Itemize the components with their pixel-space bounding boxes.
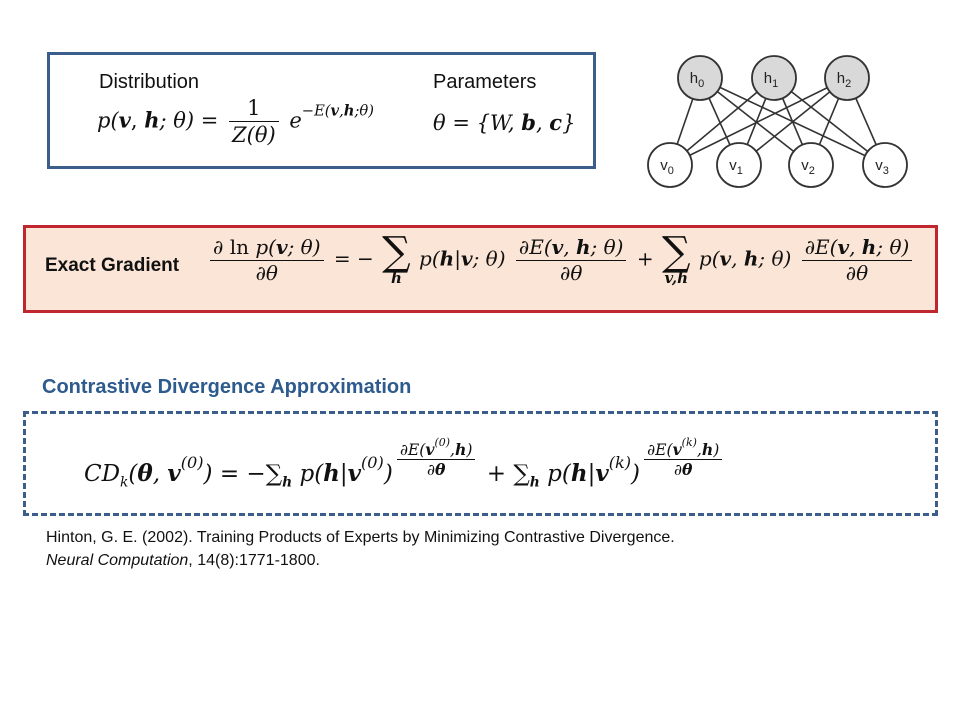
reference-journal: Neural Computation xyxy=(46,552,189,569)
reference-details: , 14(8):1771-1800. xyxy=(188,552,320,569)
reference-line1: Hinton, G. E. (2002). Training Products … xyxy=(46,529,675,546)
rbm-edge xyxy=(669,77,848,166)
distribution-formula: p(v, h; θ) = 1 Z(θ) e−E(v,h;θ) xyxy=(97,95,374,148)
hidden-node-h0-label: h0 xyxy=(690,70,704,90)
rbm-edge xyxy=(738,77,848,166)
parameters-formula: θ = {W, b, c} xyxy=(433,110,576,135)
visible-node-v3: v3 xyxy=(862,142,908,188)
hidden-node-h0: h0 xyxy=(677,55,723,101)
hidden-node-h2: h2 xyxy=(824,55,870,101)
parameters-label: Parameters xyxy=(433,71,537,93)
cd-title: Contrastive Divergence Approximation xyxy=(42,376,412,398)
visible-node-v1-label: v1 xyxy=(729,157,743,177)
hidden-node-h1-label: h1 xyxy=(764,70,778,90)
visible-node-v0: v0 xyxy=(647,142,693,188)
exact-gradient-label: Exact Gradient xyxy=(45,255,180,276)
visible-node-v3-label: v3 xyxy=(875,157,889,177)
visible-node-v0-label: v0 xyxy=(660,157,674,177)
distribution-label: Distribution xyxy=(99,71,200,93)
cd-box: CDk(θ, v(0)) = −∑h p(h|v(0)) ∂E(v(0),h) ∂θ… xyxy=(23,411,938,516)
rbm-edge xyxy=(699,77,812,166)
distribution-frac-den: Z(θ) xyxy=(232,123,276,148)
cd-formula: CDk(θ, v(0)) = −∑h p(h|v(0)) ∂E(v(0),h) ∂θ… xyxy=(84,436,726,490)
hidden-node-h1: h1 xyxy=(751,55,797,101)
exact-gradient-formula: ∂ ln p(v; θ) ∂θ = − ∑ h p(h|v; θ) ∂E(v, h… xyxy=(206,232,916,286)
distribution-frac-num: 1 xyxy=(229,95,279,123)
distribution-box: Distribution p(v, h; θ) = 1 Z(θ) e−E(v,h… xyxy=(47,52,596,169)
hidden-node-h2-label: h2 xyxy=(837,70,851,90)
reference-line2: Neural Computation, 14(8):1771-1800. xyxy=(46,552,320,570)
visible-node-v1: v1 xyxy=(716,142,762,188)
exact-gradient-box: Exact Gradient ∂ ln p(v; θ) ∂θ = − ∑ h p(… xyxy=(23,225,938,313)
visible-node-v2-label: v2 xyxy=(801,157,815,177)
visible-node-v2: v2 xyxy=(788,142,834,188)
rbm-diagram: h0 h1 h2 v0 v1 v2 v3 xyxy=(647,55,908,188)
